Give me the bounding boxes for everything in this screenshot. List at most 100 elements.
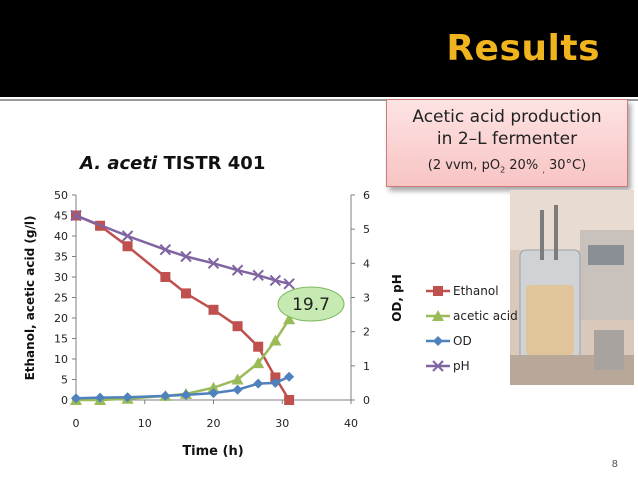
- annotation-text: 19.7: [292, 295, 330, 315]
- legend-label: pH: [453, 359, 470, 373]
- chart-title: A. aceti TISTR 401: [80, 153, 265, 174]
- y2-tick-label: 0: [363, 394, 370, 407]
- y-tick-label: 50: [54, 189, 68, 202]
- legend-marker: [432, 310, 444, 321]
- y2-tick-label: 2: [363, 326, 370, 339]
- title-divider: [0, 99, 638, 101]
- y2-tick-label: 4: [363, 257, 370, 270]
- page-number: 8: [611, 459, 618, 470]
- value-annotation: 19.7: [277, 286, 345, 322]
- x-tick-label: 0: [73, 417, 80, 430]
- legend-label: acetic acid: [453, 309, 518, 323]
- marker-stroke: [159, 243, 172, 256]
- marker-stroke: [231, 264, 244, 276]
- callout-line-2: in 2–L fermenter: [436, 129, 578, 149]
- callout-line-3: (2 vvm, pO2 20% , 30°C): [387, 158, 627, 175]
- marker-stroke: [180, 250, 192, 263]
- legend-item-acetic-acid: acetic acid: [426, 309, 518, 323]
- data-point-od: [284, 371, 295, 382]
- x-tick-label: 30: [275, 417, 289, 430]
- y2-tick-label: 5: [363, 223, 370, 236]
- data-point-acetic-acid: [269, 334, 282, 346]
- data-point-acetic-acid: [231, 373, 244, 385]
- series-acetic-acid: [70, 313, 296, 405]
- slide-title: Results: [446, 28, 600, 69]
- y-tick-label: 15: [54, 333, 68, 346]
- data-point-acetic-acid: [252, 357, 265, 369]
- data-point-ethanol: [160, 272, 171, 282]
- marker-stroke: [207, 257, 220, 270]
- legend-item-ethanol: Ethanol: [426, 284, 499, 298]
- data-point-ethanol: [253, 341, 264, 352]
- data-point-ethanol: [122, 241, 133, 252]
- y2-axis-label: OD, pH: [390, 274, 404, 322]
- callout-cond-c: 30°C): [544, 158, 587, 173]
- callout-box: Acetic acid production in 2–L fermenter …: [386, 99, 628, 187]
- legend-item-ph: pH: [426, 359, 470, 373]
- y2-tick-label: 1: [363, 360, 370, 373]
- annotation-bubble: [277, 286, 345, 322]
- callout-cond-sub2: ,: [542, 165, 545, 175]
- fermenter-photo: [510, 190, 634, 385]
- series-line-od: [75, 375, 290, 400]
- y-tick-label: 30: [54, 271, 68, 284]
- marker-stroke: [121, 230, 134, 242]
- marker-stroke: [283, 278, 295, 290]
- data-point-ph: [70, 209, 82, 222]
- x-tick-label: 40: [344, 417, 358, 430]
- legend-item-od: OD: [426, 334, 472, 348]
- callout-cond-sub: 2: [500, 165, 506, 175]
- chart-title-species: A. aceti: [80, 153, 158, 174]
- y-tick-label: 5: [61, 374, 68, 387]
- data-point-od: [71, 393, 81, 404]
- y-tick-label: 10: [54, 353, 68, 366]
- data-point-ph: [180, 250, 192, 263]
- data-point-od: [122, 392, 133, 403]
- y-tick-label: 25: [54, 292, 68, 305]
- data-point-ethanol: [181, 288, 191, 299]
- data-point-ph: [252, 269, 264, 281]
- data-point-od: [160, 390, 171, 401]
- callout-line-1: Acetic acid production: [412, 107, 602, 127]
- data-point-ph: [269, 274, 282, 287]
- marker-stroke: [70, 209, 82, 222]
- data-point-ethanol: [284, 395, 295, 405]
- y-tick-label: 35: [54, 251, 68, 264]
- data-point-ph: [121, 230, 134, 242]
- data-point-od: [270, 377, 281, 388]
- legend-label: Ethanol: [453, 284, 499, 298]
- data-point-ph: [231, 264, 244, 276]
- data-point-acetic-acid: [283, 313, 296, 325]
- marker-stroke: [269, 274, 282, 287]
- chart-title-strain: TISTR 401: [157, 153, 266, 174]
- series-od: [71, 371, 295, 404]
- y-tick-label: 0: [61, 394, 68, 407]
- y2-tick-label: 6: [363, 189, 370, 202]
- legend-marker: [433, 336, 443, 346]
- data-point-ethanol: [232, 321, 243, 332]
- legend: Ethanol acetic acid OD pH: [426, 284, 518, 373]
- data-point-od: [95, 392, 106, 403]
- data-point-ph: [283, 278, 295, 290]
- callout-cond-b: 20%: [505, 158, 543, 173]
- data-point-ethanol: [208, 304, 219, 315]
- series-line-acetic-acid: [76, 318, 291, 402]
- data-point-ph: [207, 257, 220, 270]
- data-point-od: [208, 388, 219, 399]
- x-axis-label: Time (h): [182, 444, 243, 459]
- legend-label: OD: [453, 334, 472, 348]
- legend-marker: [432, 360, 444, 372]
- x-tick-label: 20: [207, 417, 221, 430]
- data-point-od: [253, 378, 264, 389]
- marker-stroke: [432, 360, 444, 372]
- data-point-od: [232, 384, 243, 395]
- y2-tick-label: 3: [363, 292, 370, 305]
- y-tick-label: 20: [54, 312, 68, 325]
- data-point-ethanol: [270, 372, 281, 383]
- y-axis-label: Ethanol, acetic acid (g/l): [23, 216, 37, 381]
- series-ph: [70, 209, 295, 290]
- y-tick-label: 40: [54, 230, 68, 243]
- series-line-ethanol: [75, 214, 291, 401]
